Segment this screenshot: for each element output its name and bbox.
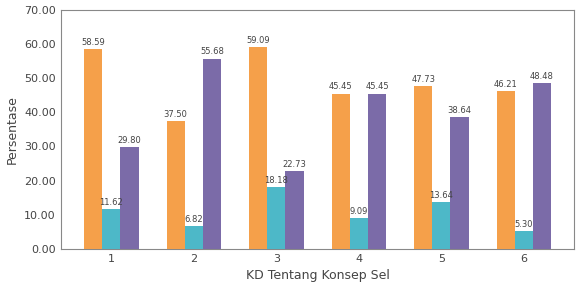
Text: 6.82: 6.82 — [184, 215, 203, 224]
Text: 9.09: 9.09 — [350, 207, 368, 216]
Text: 29.80: 29.80 — [118, 136, 142, 145]
Text: 5.30: 5.30 — [514, 220, 533, 229]
Text: 11.62: 11.62 — [99, 198, 123, 207]
Bar — [350, 218, 368, 249]
Bar — [121, 147, 139, 249]
Text: 46.21: 46.21 — [494, 80, 517, 89]
Bar — [102, 209, 121, 249]
Bar — [332, 94, 350, 249]
Bar — [496, 91, 515, 249]
Text: 22.73: 22.73 — [282, 160, 306, 169]
Bar — [185, 226, 203, 249]
Text: 13.64: 13.64 — [429, 191, 454, 200]
Bar — [203, 58, 221, 249]
Bar — [432, 202, 451, 249]
X-axis label: KD Tentang Konsep Sel: KD Tentang Konsep Sel — [246, 270, 390, 283]
Bar — [414, 86, 432, 249]
Text: 45.45: 45.45 — [365, 82, 389, 92]
Text: 38.64: 38.64 — [448, 106, 472, 115]
Bar — [166, 121, 185, 249]
Text: 48.48: 48.48 — [530, 72, 554, 81]
Bar — [451, 117, 469, 249]
Y-axis label: Persentase: Persentase — [6, 95, 19, 164]
Text: 55.68: 55.68 — [200, 48, 224, 56]
Bar — [84, 49, 102, 249]
Text: 37.50: 37.50 — [164, 110, 187, 119]
Text: 59.09: 59.09 — [246, 36, 270, 45]
Text: 45.45: 45.45 — [329, 82, 353, 92]
Bar — [285, 171, 303, 249]
Bar — [267, 187, 285, 249]
Bar — [515, 231, 533, 249]
Text: 18.18: 18.18 — [264, 176, 288, 185]
Bar — [368, 94, 386, 249]
Bar — [533, 83, 551, 249]
Bar — [249, 47, 267, 249]
Text: 47.73: 47.73 — [411, 75, 435, 84]
Text: 58.59: 58.59 — [81, 37, 105, 47]
